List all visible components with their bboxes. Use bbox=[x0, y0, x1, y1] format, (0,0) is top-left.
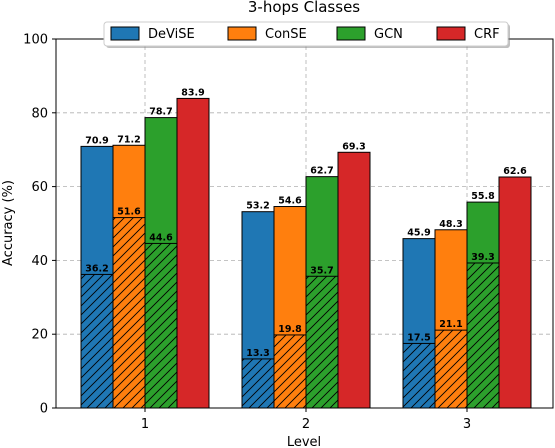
legend-swatch-gcn bbox=[336, 26, 366, 41]
legend-swatch-devise bbox=[110, 26, 140, 41]
bar-value-label: 69.3 bbox=[342, 141, 365, 152]
hatched-bar-gcn bbox=[144, 242, 178, 409]
legend-label: CRF bbox=[474, 27, 500, 42]
hatched-bar-conse bbox=[434, 329, 468, 409]
y-tick-label: 0 bbox=[40, 402, 48, 417]
bar-crf bbox=[176, 97, 210, 409]
bar-value-label: 70.9 bbox=[85, 135, 108, 146]
x-axis-label: Level bbox=[287, 435, 321, 448]
bar-value-label: 48.3 bbox=[439, 219, 462, 230]
y-tick-label: 80 bbox=[31, 106, 48, 121]
hatched-value-label: 21.1 bbox=[439, 319, 462, 330]
hatched-bar-devise bbox=[241, 358, 275, 409]
bar-value-label: 45.9 bbox=[407, 228, 430, 239]
y-tick-label: 20 bbox=[31, 328, 48, 343]
y-axis: 0 20 40 60 80 100 bbox=[23, 33, 56, 417]
legend-label: GCN bbox=[374, 27, 403, 42]
hatched-bar-conse bbox=[112, 217, 146, 409]
y-tick-label: 60 bbox=[31, 180, 48, 195]
hatched-bar-devise bbox=[402, 342, 436, 409]
x-axis: 1 2 3 bbox=[141, 408, 471, 432]
hatched-value-label: 44.6 bbox=[149, 232, 173, 243]
x-tick-label: 3 bbox=[463, 417, 471, 432]
legend-box bbox=[103, 21, 509, 47]
hatched-bar-conse bbox=[273, 334, 307, 409]
legend-label: DeViSE bbox=[148, 27, 195, 42]
data-labels: 70.9 36.2 71.2 51.6 78.7 44.6 83.9 53.2 13.3 54.6… bbox=[85, 87, 527, 359]
bar-value-label: 54.6 bbox=[278, 196, 302, 207]
legend: DeViSE ConSE GCN CRF bbox=[103, 21, 510, 48]
x-tick-label: 1 bbox=[141, 417, 149, 432]
bar-value-label: 83.9 bbox=[181, 87, 204, 98]
bar-value-label: 55.8 bbox=[471, 191, 495, 202]
hatched-value-label: 17.5 bbox=[407, 332, 430, 343]
hatched-value-label: 13.3 bbox=[246, 348, 269, 359]
bar-value-label: 71.2 bbox=[117, 134, 140, 145]
hatched-bar-devise bbox=[80, 273, 114, 409]
x-tick-label: 2 bbox=[302, 417, 310, 432]
legend-label: ConSE bbox=[265, 27, 307, 42]
bar-crf bbox=[337, 151, 371, 409]
bars bbox=[80, 97, 532, 409]
chart-title: 3-hops Classes bbox=[248, 0, 360, 16]
hatched-bar-gcn bbox=[466, 262, 500, 409]
legend-swatch-conse bbox=[227, 26, 257, 41]
hatched-value-label: 36.2 bbox=[85, 263, 108, 274]
bar-value-label: 78.7 bbox=[149, 107, 172, 118]
bar-crf bbox=[498, 176, 532, 409]
hatched-value-label: 39.3 bbox=[471, 252, 494, 263]
hatched-value-label: 19.8 bbox=[278, 324, 302, 335]
bar-value-label: 53.2 bbox=[246, 201, 269, 212]
y-axis-label: Accuracy (%) bbox=[1, 180, 16, 266]
bar-value-label: 62.6 bbox=[503, 166, 527, 177]
y-tick-label: 100 bbox=[23, 33, 48, 48]
hatched-value-label: 35.7 bbox=[310, 265, 333, 276]
y-tick-label: 40 bbox=[31, 254, 48, 269]
bar-value-label: 62.7 bbox=[310, 166, 333, 177]
legend-swatch-crf bbox=[436, 26, 466, 41]
hatched-bar-gcn bbox=[305, 275, 339, 409]
hatched-value-label: 51.6 bbox=[117, 207, 141, 218]
